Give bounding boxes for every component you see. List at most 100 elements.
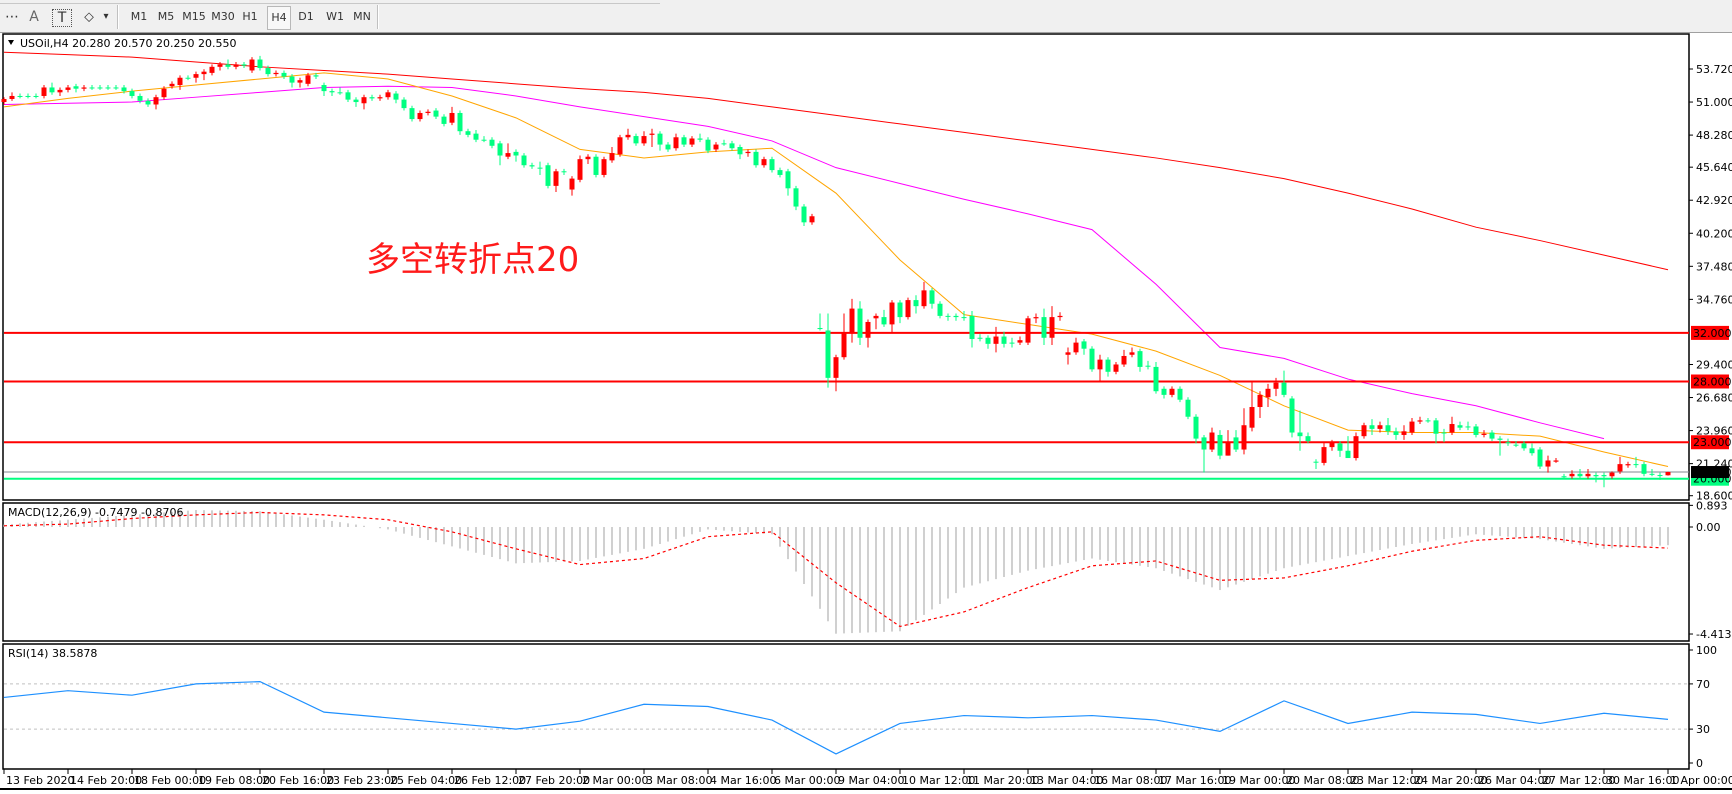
candle (1521, 443, 1527, 449)
candle (289, 76, 295, 83)
candle (865, 321, 871, 338)
ma-long-line (4, 51, 1669, 271)
text-tool-icon[interactable]: A (29, 9, 39, 25)
candle (1497, 438, 1503, 440)
price-axis-label: 23.960 (1696, 425, 1732, 438)
candle (465, 131, 471, 135)
candle (993, 336, 999, 344)
candle (1305, 436, 1311, 442)
price-panel-frame (2, 33, 1690, 501)
time-axis-label: 13 Feb 2020 (6, 774, 74, 787)
time-axis-label: 26 Feb 12:00 (454, 774, 526, 787)
timeframe-h4-button[interactable]: H4 (267, 6, 291, 30)
chevron-down-icon[interactable]: ▾ (103, 11, 109, 22)
ma-mid-line (4, 85, 1605, 440)
candle (17, 95, 23, 97)
price-axis-label: 42.920 (1696, 194, 1732, 207)
rsi-axis-label: 30 (1696, 723, 1710, 736)
candle (1641, 464, 1647, 474)
candle (281, 72, 287, 77)
candle (929, 290, 935, 304)
timeframe-m1-button[interactable]: M1 (130, 10, 148, 23)
candle (673, 137, 679, 149)
candle (1337, 443, 1343, 451)
time-axis-label: 23 Mar 12:00 (1350, 774, 1423, 787)
timeframe-m5-button[interactable]: M5 (157, 10, 175, 23)
time-axis-label: 26 Mar 04:00 (1478, 774, 1551, 787)
time-axis-label: 10 Mar 12:00 (902, 774, 975, 787)
candle (473, 133, 479, 140)
timeframe-m15-button[interactable]: M15 (182, 10, 206, 23)
candle (1649, 473, 1655, 475)
ma-fast-line (4, 72, 1669, 468)
candle (1153, 366, 1159, 392)
time-axis-label: 20 Feb 16:00 (262, 774, 334, 787)
candle (73, 86, 79, 89)
arrows-tool-icon[interactable]: ⬦ (84, 9, 94, 25)
text-label-tool-icon[interactable]: T (52, 9, 72, 27)
candle (1217, 434, 1223, 456)
candle (1433, 420, 1439, 434)
candle (1145, 365, 1151, 367)
timeframe-h1-button[interactable]: H1 (242, 10, 258, 23)
timeframe-d1-button[interactable]: D1 (298, 10, 314, 23)
candle (1457, 425, 1463, 428)
price-axis-label: 37.480 (1696, 260, 1732, 273)
candle (377, 97, 383, 99)
candle (1113, 364, 1119, 372)
timeframe-w1-button[interactable]: W1 (326, 10, 344, 23)
candle (625, 134, 631, 138)
candle (1465, 426, 1471, 428)
candle (1201, 437, 1207, 450)
candle (369, 97, 375, 99)
candle (705, 139, 711, 151)
candle (537, 167, 543, 169)
time-axis-label: 27 Mar 12:00 (1542, 774, 1615, 787)
time-axis-label: 9 Mar 04:00 (838, 774, 904, 787)
candle (41, 87, 47, 96)
timeframe-m30-button[interactable]: M30 (211, 10, 235, 23)
candle (681, 137, 687, 145)
candle (1553, 460, 1559, 462)
level-label: 23.000 (1693, 436, 1732, 449)
candle (713, 144, 719, 150)
toolbar-separator (117, 5, 119, 29)
candle (489, 139, 495, 146)
candle (1489, 432, 1495, 439)
candle (1601, 475, 1607, 477)
legend-triangle-icon[interactable] (8, 40, 14, 45)
candle (1105, 359, 1111, 372)
candle (305, 75, 311, 84)
candle (825, 330, 831, 378)
candle (1065, 352, 1071, 355)
time-axis-label: 19 Feb 08:00 (198, 774, 270, 787)
candle (1137, 351, 1143, 367)
candle (409, 108, 415, 120)
candle (457, 112, 463, 132)
candle (1417, 420, 1423, 422)
candle (1081, 341, 1087, 349)
candle (1, 99, 7, 103)
candle (329, 91, 335, 93)
candle (241, 64, 247, 66)
candle (49, 87, 55, 93)
candle (633, 136, 639, 144)
time-axis-label: 18 Feb 00:00 (134, 774, 206, 787)
candle (1097, 359, 1103, 370)
candle (905, 300, 911, 318)
candle (313, 75, 319, 77)
candle (841, 332, 847, 358)
candle (801, 206, 807, 223)
timeframe-mn-button[interactable]: MN (353, 10, 371, 23)
candle (433, 110, 439, 117)
annotation-text: 多空转折点20 (366, 240, 580, 280)
candle (105, 87, 111, 89)
candle (441, 116, 447, 124)
grid-tool-icon[interactable]: ⋯ (5, 9, 19, 25)
candle (793, 188, 799, 207)
price-axis-label: 51.000 (1696, 96, 1732, 109)
time-axis-label: 6 Mar 00:00 (774, 774, 840, 787)
candle (1529, 448, 1535, 454)
candle (153, 97, 159, 105)
